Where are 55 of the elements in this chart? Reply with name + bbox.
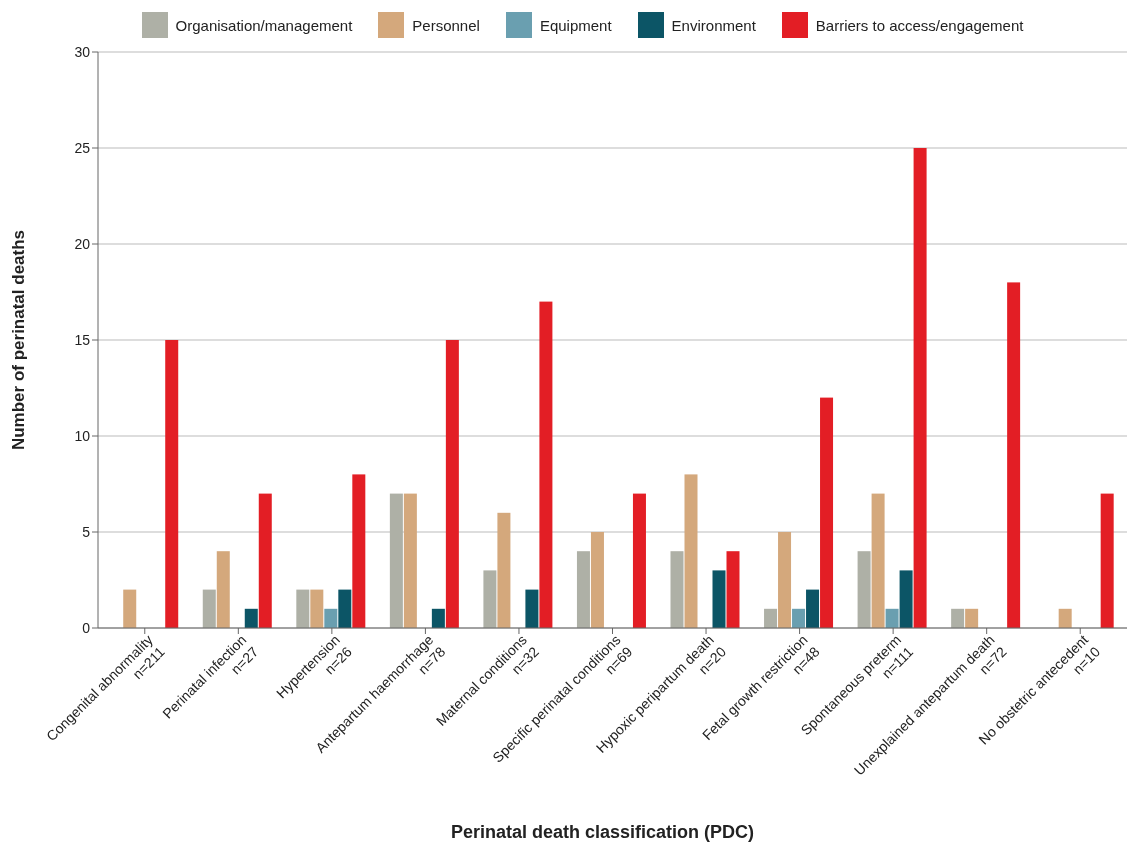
bar [539,301,553,628]
bar [857,551,871,628]
bar [352,474,366,628]
bar [806,589,820,628]
bar [965,608,979,628]
bar [871,493,885,628]
y-tick-label: 0 [82,619,91,636]
x-axis-title: Perinatal death classification (PDC) [449,822,756,843]
bar [389,493,403,628]
bar [576,551,590,628]
bar [445,340,459,628]
legend-label: Environment [671,16,756,34]
bar [216,551,230,628]
bar [165,340,179,628]
legend-label: Equipment [539,16,612,34]
bar [820,397,834,628]
bar [1007,282,1021,628]
bar [1100,493,1114,628]
bar [403,493,417,628]
bar [244,608,258,628]
bar [712,570,726,628]
bar [324,608,338,628]
bar [764,608,778,628]
bar [684,474,698,628]
bar [778,532,792,628]
bar [296,589,310,628]
bar [525,589,539,628]
bar [338,589,352,628]
bar [670,551,684,628]
bar [913,148,927,628]
bar [590,532,604,628]
bar [899,570,913,628]
bar [792,608,806,628]
bar [1058,608,1072,628]
bar [123,589,137,628]
bar [632,493,646,628]
bar [497,512,511,628]
y-tick-label: 20 [74,235,91,252]
y-tick-label: 15 [74,331,91,348]
legend-label: Barriers to access/engagement [815,16,1024,34]
y-tick-label: 10 [74,427,91,444]
y-tick-label: 5 [82,523,91,540]
bar [431,608,445,628]
y-tick-label: 25 [74,139,91,156]
bar [310,589,324,628]
bar [726,551,740,628]
legend-label: Personnel [412,16,480,34]
bar [483,570,497,628]
y-axis-title: Number of perinatal deaths [9,229,29,451]
bar [258,493,272,628]
bar [885,608,899,628]
bar [202,589,216,628]
legend-label: Organisation/management [175,16,353,34]
y-tick-label: 30 [74,43,91,60]
bar [951,608,965,628]
